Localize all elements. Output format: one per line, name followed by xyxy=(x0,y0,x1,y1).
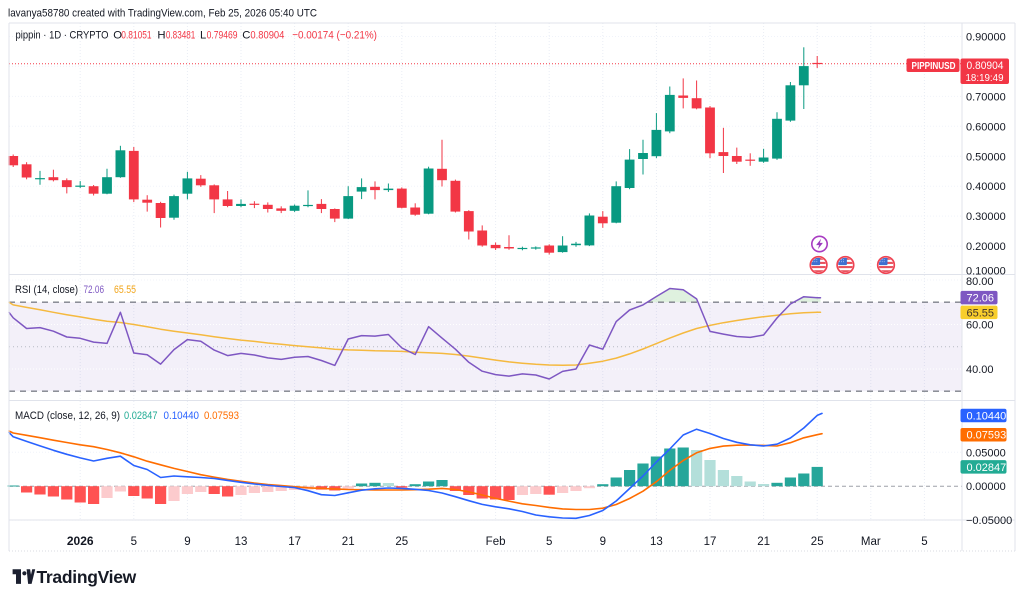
svg-text:0.10440: 0.10440 xyxy=(164,410,200,422)
svg-text:RSI (14, close): RSI (14, close) xyxy=(15,284,78,296)
svg-text:72.06: 72.06 xyxy=(84,284,105,296)
svg-text:TradingView: TradingView xyxy=(37,567,137,587)
svg-text:−0.00174 (−0.21%): −0.00174 (−0.21%) xyxy=(292,29,377,41)
svg-text:0.05000: 0.05000 xyxy=(966,447,1006,459)
svg-text:MACD (close, 12, 26, 9): MACD (close, 12, 26, 9) xyxy=(15,410,120,422)
svg-text:5: 5 xyxy=(921,536,927,548)
svg-text:2026: 2026 xyxy=(67,534,94,548)
svg-text:pippin · 1D · CRYPTO: pippin · 1D · CRYPTO xyxy=(16,29,109,41)
svg-text:21: 21 xyxy=(342,536,355,548)
svg-text:25: 25 xyxy=(811,536,824,548)
svg-text:80.00: 80.00 xyxy=(966,276,994,288)
svg-text:25: 25 xyxy=(395,536,408,548)
svg-text:0.60000: 0.60000 xyxy=(966,121,1006,133)
svg-text:18:19:49: 18:19:49 xyxy=(966,72,1004,84)
svg-text:5: 5 xyxy=(131,536,137,548)
svg-text:0.50000: 0.50000 xyxy=(966,151,1006,163)
svg-text:L: L xyxy=(200,29,206,41)
svg-text:17: 17 xyxy=(288,536,301,548)
svg-text:5: 5 xyxy=(546,536,552,548)
svg-text:0.70000: 0.70000 xyxy=(966,91,1006,103)
svg-text:13: 13 xyxy=(650,536,663,548)
svg-text:0.81051: 0.81051 xyxy=(121,29,151,41)
svg-text:9: 9 xyxy=(184,536,190,548)
svg-text:lavanya58780 created with Trad: lavanya58780 created with TradingView.co… xyxy=(8,7,317,19)
svg-text:0.10000: 0.10000 xyxy=(966,266,1006,278)
svg-text:65.55: 65.55 xyxy=(967,307,995,319)
svg-text:Feb: Feb xyxy=(486,536,506,548)
svg-text:0.02847: 0.02847 xyxy=(967,462,1007,474)
svg-text:60.00: 60.00 xyxy=(966,320,994,332)
svg-text:0.80904: 0.80904 xyxy=(250,29,284,41)
svg-text:40.00: 40.00 xyxy=(966,364,994,376)
svg-text:21: 21 xyxy=(757,536,770,548)
svg-text:0.80904: 0.80904 xyxy=(967,60,1004,72)
svg-text:0.07593: 0.07593 xyxy=(967,430,1007,442)
svg-text:0.10440: 0.10440 xyxy=(967,410,1007,422)
svg-text:Mar: Mar xyxy=(861,536,881,548)
svg-text:65.55: 65.55 xyxy=(114,284,136,296)
svg-text:0.30000: 0.30000 xyxy=(966,211,1006,223)
svg-text:0.83481: 0.83481 xyxy=(166,29,195,41)
svg-text:PIPPINUSD: PIPPINUSD xyxy=(912,61,956,72)
svg-text:0.20000: 0.20000 xyxy=(966,241,1006,253)
svg-text:0.40000: 0.40000 xyxy=(966,181,1006,193)
svg-text:C: C xyxy=(242,29,250,41)
svg-text:H: H xyxy=(157,29,165,41)
svg-text:0.07593: 0.07593 xyxy=(204,410,239,422)
svg-text:17: 17 xyxy=(704,536,717,548)
svg-text:0.02847: 0.02847 xyxy=(124,410,158,422)
svg-text:72.06: 72.06 xyxy=(967,293,995,305)
svg-text:13: 13 xyxy=(235,536,248,548)
svg-text:−0.05000: −0.05000 xyxy=(966,515,1012,527)
svg-text:0.90000: 0.90000 xyxy=(966,32,1006,44)
svg-text:O: O xyxy=(113,29,122,41)
svg-text:9: 9 xyxy=(600,536,606,548)
svg-text:0.00000: 0.00000 xyxy=(966,481,1006,493)
svg-text:0.79469: 0.79469 xyxy=(207,29,238,41)
